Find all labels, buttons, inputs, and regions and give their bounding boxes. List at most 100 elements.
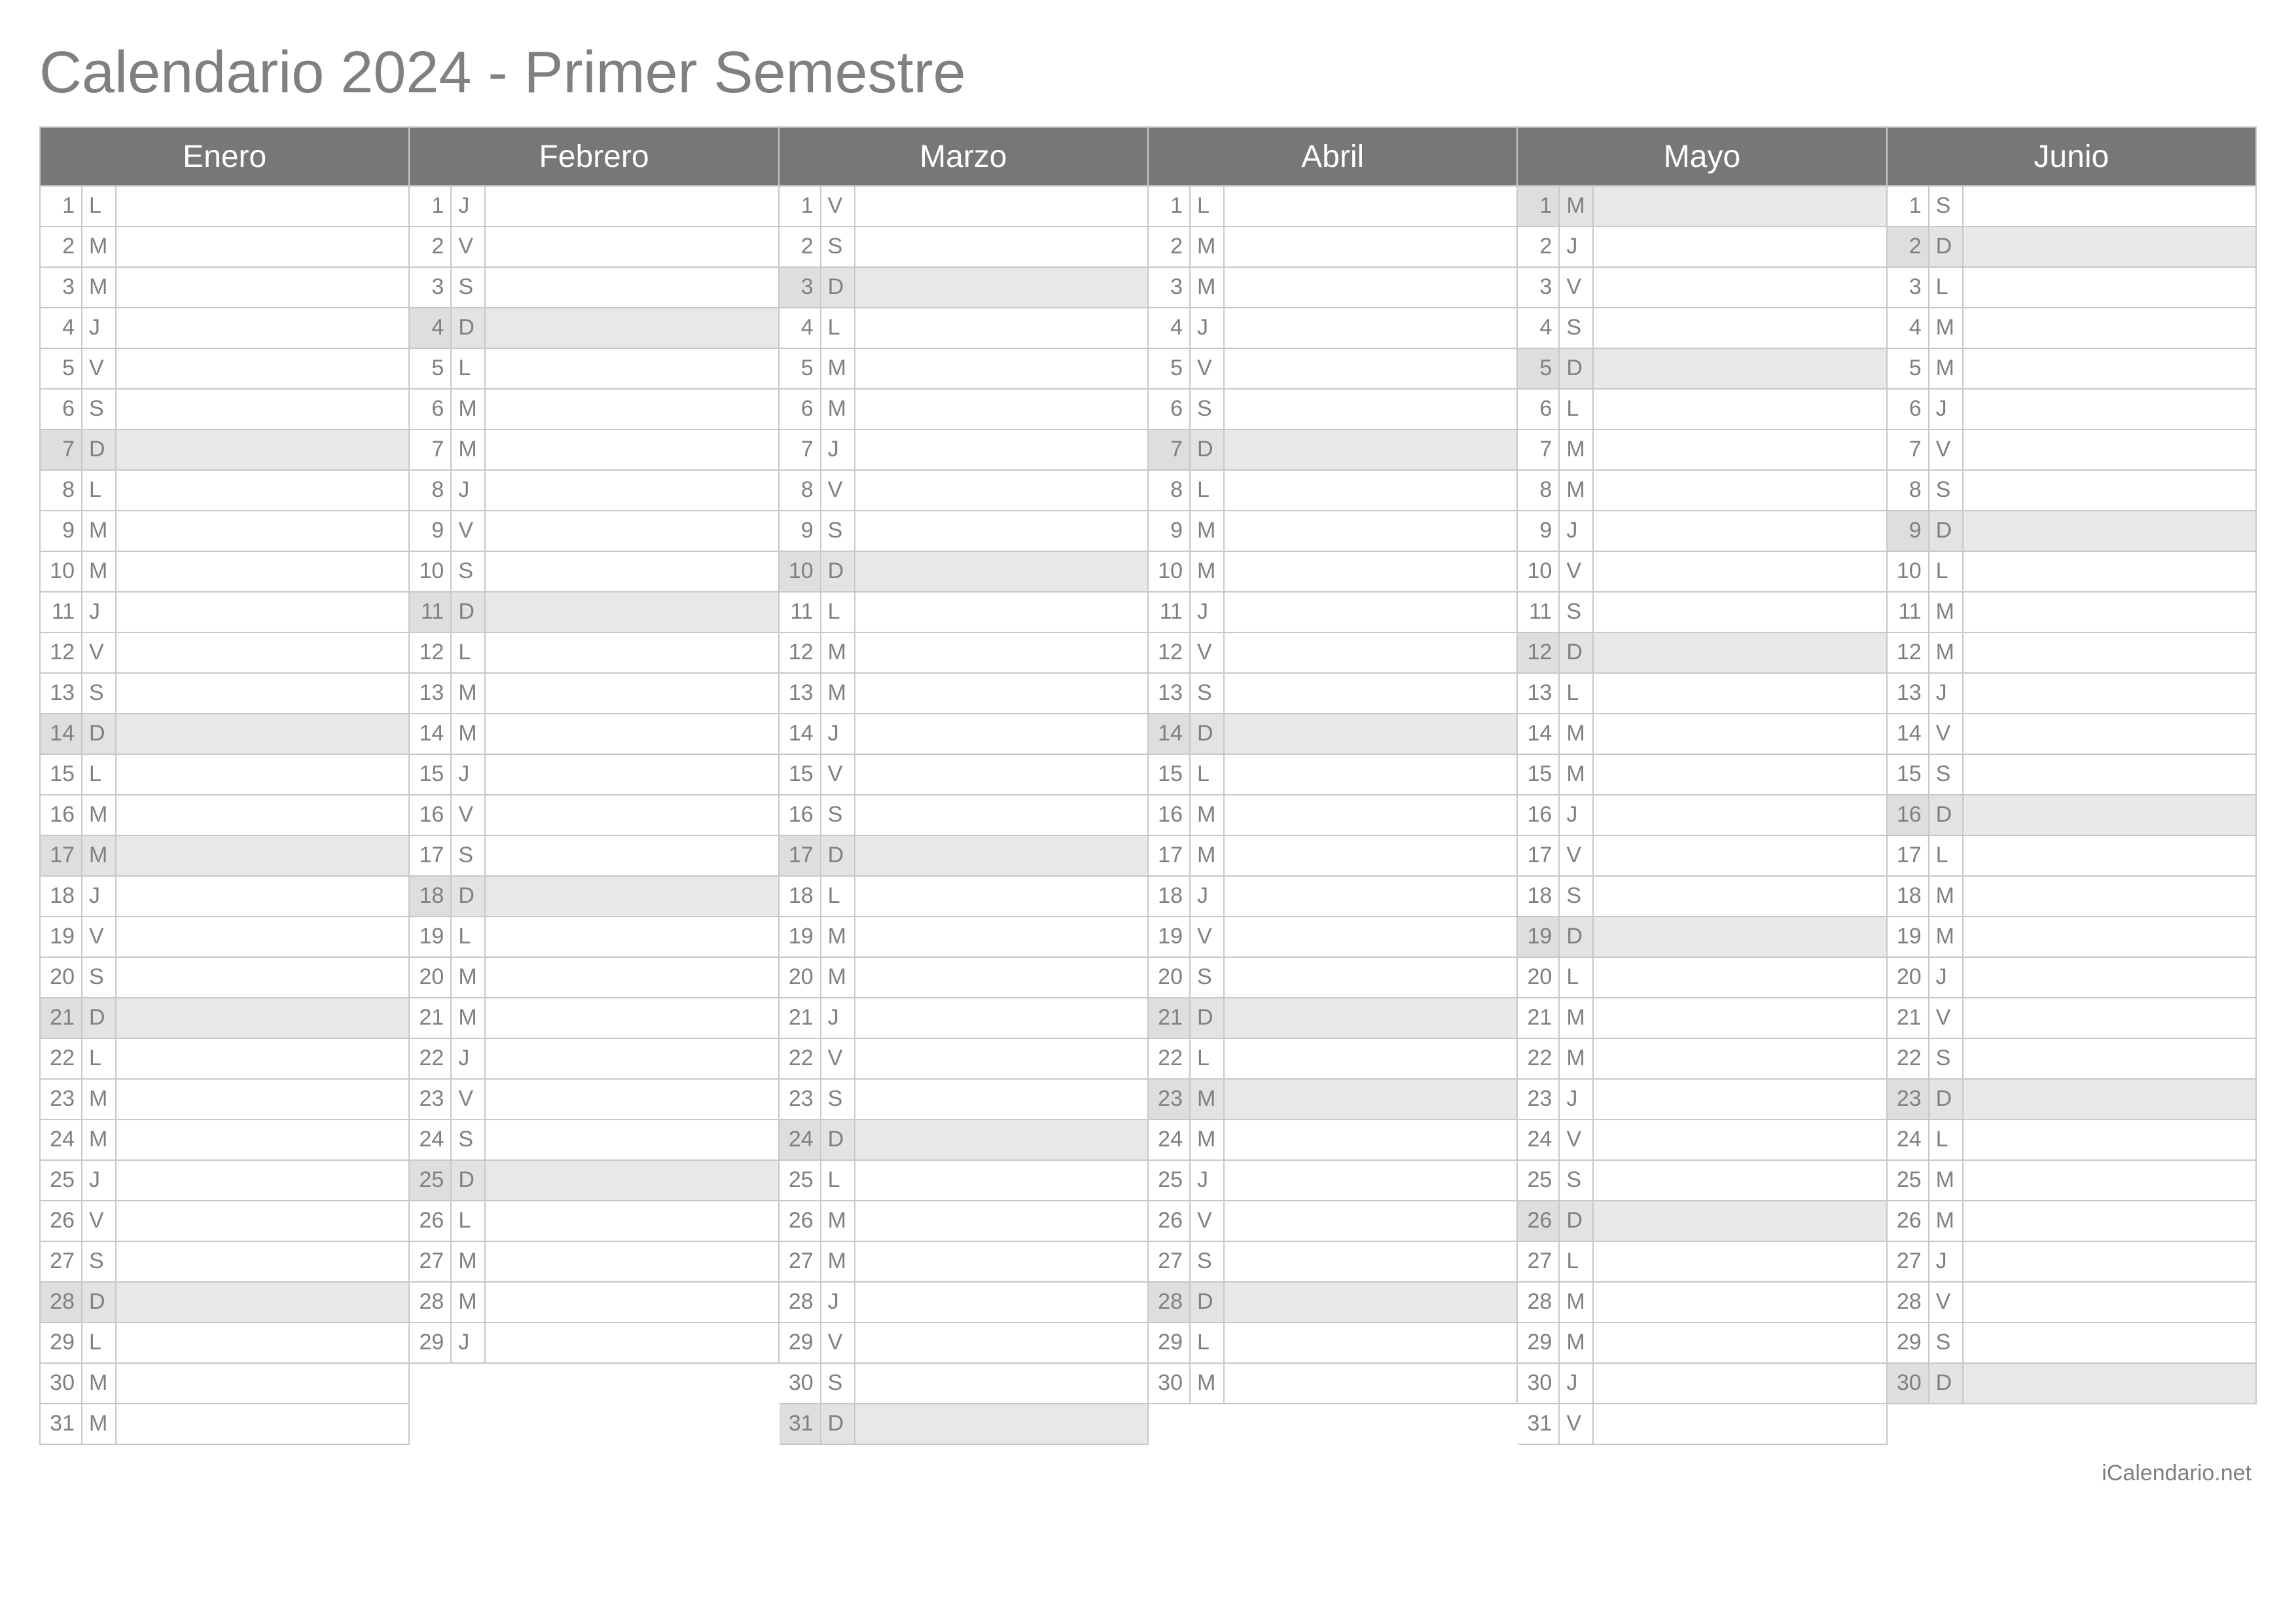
day-row: 3D [780, 268, 1149, 308]
footer-credit: iCalendario.net [39, 1461, 2257, 1486]
day-row: 8L [41, 471, 410, 511]
day-number: 30 [41, 1364, 82, 1403]
day-note-space [855, 511, 1147, 551]
day-row: 4J [1149, 308, 1518, 349]
day-number: 31 [780, 1404, 821, 1444]
day-number: 9 [1518, 511, 1560, 551]
day-row: 15M [1518, 755, 1887, 795]
day-row: 2D [1888, 227, 2257, 268]
day-of-week: D [1191, 1283, 1225, 1322]
day-row: 5M [780, 349, 1149, 390]
day-number: 25 [410, 1161, 452, 1200]
day-note-space [486, 268, 778, 307]
day-of-week: S [1560, 877, 1594, 916]
day-number: 21 [780, 998, 821, 1038]
day-number: 14 [410, 714, 452, 754]
day-number: 12 [1518, 633, 1560, 672]
day-of-week: S [1191, 1242, 1225, 1281]
day-number: 6 [1149, 390, 1191, 429]
day-row: 9D [1888, 511, 2257, 552]
day-note-space [486, 511, 778, 551]
day-note-space [117, 1404, 408, 1444]
day-note-space [1225, 1283, 1516, 1322]
day-of-week: M [1560, 755, 1594, 794]
day-row: 26L [410, 1201, 779, 1242]
day-number: 21 [1518, 998, 1560, 1038]
day-row: 2M [1149, 227, 1518, 268]
day-row: 28D [1149, 1283, 1518, 1323]
month-header: Abril [1149, 128, 1518, 187]
day-note-space [855, 308, 1147, 348]
day-number: 4 [1888, 308, 1929, 348]
day-note-space [117, 552, 408, 591]
day-of-week: S [1560, 308, 1594, 348]
day-note-space [855, 1242, 1147, 1281]
day-row: 19M [780, 917, 1149, 958]
day-number: 6 [410, 390, 452, 429]
day-row: 29L [1149, 1323, 1518, 1364]
day-of-week: D [1560, 1201, 1594, 1241]
day-row: 2M [41, 227, 410, 268]
day-note-space [486, 958, 778, 997]
day-note-space [117, 1039, 408, 1078]
day-row: 15L [41, 755, 410, 795]
day-number: 7 [1149, 430, 1191, 469]
day-note-space [117, 1364, 408, 1403]
day-note-space [1594, 674, 1886, 713]
day-row: 19V [1149, 917, 1518, 958]
day-of-week: V [82, 917, 117, 957]
day-note-space [1594, 1404, 1886, 1444]
day-of-week: M [1929, 633, 1964, 672]
day-of-week: J [1560, 227, 1594, 266]
day-number: 29 [41, 1323, 82, 1362]
day-note-space [855, 755, 1147, 794]
day-of-week: V [1560, 552, 1594, 591]
day-note-space [1964, 227, 2255, 266]
day-row-empty [410, 1404, 779, 1445]
day-number: 15 [1518, 755, 1560, 794]
day-of-week: S [1929, 755, 1964, 794]
day-of-week: M [821, 349, 855, 388]
day-note-space [855, 1201, 1147, 1241]
day-note-space [1225, 633, 1516, 672]
day-row: 20S [1149, 958, 1518, 998]
day-note-space [486, 998, 778, 1038]
day-note-space [1594, 552, 1886, 591]
day-row: 18D [410, 877, 779, 917]
day-number: 15 [41, 755, 82, 794]
day-number: 18 [1518, 877, 1560, 916]
day-number: 28 [1888, 1283, 1929, 1322]
day-number: 6 [1888, 390, 1929, 429]
day-of-week: L [1560, 390, 1594, 429]
day-number: 17 [780, 836, 821, 875]
day-number: 10 [780, 552, 821, 591]
day-of-week: S [821, 227, 855, 266]
day-note-space [1964, 1323, 2255, 1362]
day-of-week: L [452, 349, 486, 388]
day-of-week: M [452, 674, 486, 713]
day-of-week: L [1929, 1120, 1964, 1159]
day-of-week: L [82, 1039, 117, 1078]
day-number: 20 [1149, 958, 1191, 997]
day-note-space [1594, 268, 1886, 307]
day-note-space [1964, 552, 2255, 591]
day-of-week: D [82, 430, 117, 469]
day-note-space [1225, 511, 1516, 551]
day-row: 27S [41, 1242, 410, 1283]
day-row: 16J [1518, 795, 1887, 836]
day-of-week: D [452, 593, 486, 632]
day-of-week: V [821, 1323, 855, 1362]
day-row: 10L [1888, 552, 2257, 593]
day-of-week: V [1929, 998, 1964, 1038]
day-of-week: M [821, 1201, 855, 1241]
day-row: 13J [1888, 674, 2257, 714]
day-note-space [1964, 349, 2255, 388]
day-note-space [1964, 755, 2255, 794]
day-number: 22 [1888, 1039, 1929, 1078]
day-note-space [1964, 714, 2255, 754]
day-of-week: V [1560, 836, 1594, 875]
day-row: 13L [1518, 674, 1887, 714]
day-of-week: M [1560, 998, 1594, 1038]
day-of-week: D [1191, 998, 1225, 1038]
day-number: 16 [1149, 795, 1191, 835]
